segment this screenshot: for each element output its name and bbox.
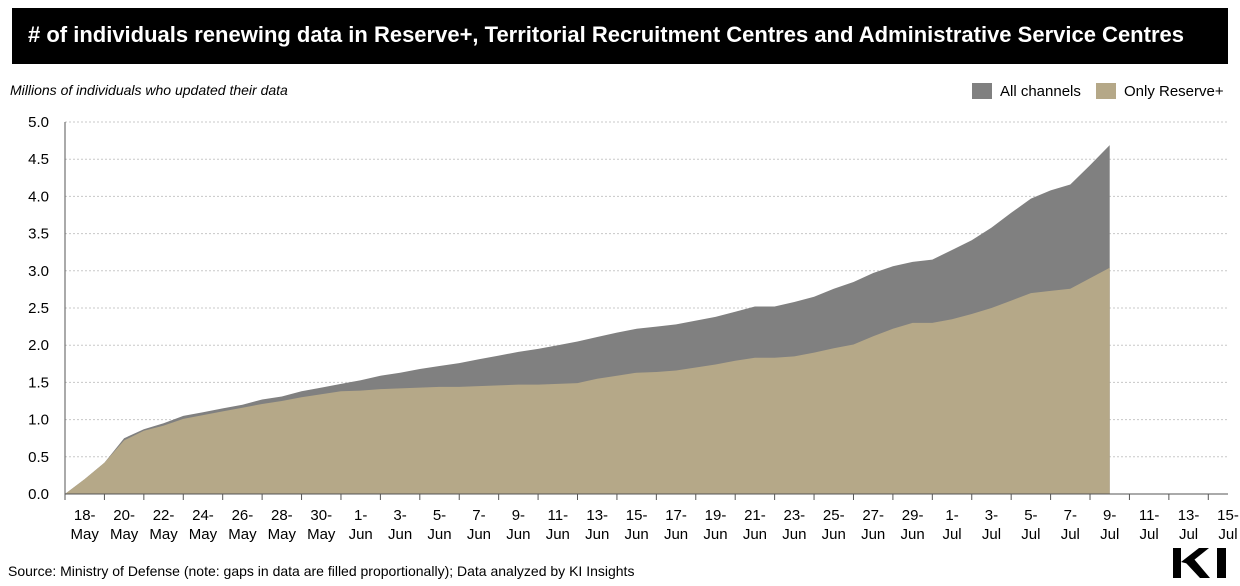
x-tick-label-month: Jun bbox=[546, 526, 570, 543]
x-tick-label-month: Jul bbox=[942, 526, 961, 543]
legend-item-all-channels: All channels bbox=[972, 82, 1081, 100]
x-tick-label-day: 3- bbox=[985, 507, 998, 524]
x-tick-label-month: Jun bbox=[664, 526, 688, 543]
x-tick-label-month: Jun bbox=[703, 526, 727, 543]
x-tick-label-day: 7- bbox=[472, 507, 485, 524]
y-tick-label: 2.5 bbox=[28, 300, 49, 317]
x-tick-label-month: Jun bbox=[585, 526, 609, 543]
x-tick-label-day: 13- bbox=[1178, 507, 1200, 524]
y-tick-label: 3.0 bbox=[28, 263, 49, 280]
x-tick-label-month: Jul bbox=[1140, 526, 1159, 543]
x-tick-label-day: 11- bbox=[548, 507, 569, 524]
x-tick-label-month: Jun bbox=[467, 526, 491, 543]
y-axis-label: Millions of individuals who updated thei… bbox=[10, 82, 288, 98]
x-tick-label-day: 11- bbox=[1139, 507, 1160, 524]
x-tick-label-month: May bbox=[110, 526, 139, 543]
x-tick-label-day: 25- bbox=[823, 507, 845, 524]
y-tick-label: 4.5 bbox=[28, 151, 49, 168]
legend-label-all-channels: All channels bbox=[1000, 82, 1081, 100]
y-tick-label: 0.5 bbox=[28, 449, 49, 466]
x-tick-label-month: Jul bbox=[982, 526, 1001, 543]
x-tick-label-day: 5- bbox=[433, 507, 446, 524]
x-tick-label-day: 7- bbox=[1064, 507, 1077, 524]
x-tick-label-month: May bbox=[228, 526, 257, 543]
x-tick-label-month: May bbox=[71, 526, 100, 543]
y-tick-label: 1.0 bbox=[28, 412, 49, 429]
x-tick-label-month: Jul bbox=[1061, 526, 1080, 543]
y-tick-label: 1.5 bbox=[28, 374, 49, 391]
series-area-only-reserve bbox=[65, 267, 1110, 494]
x-tick-label-day: 1- bbox=[354, 507, 367, 524]
x-tick-label-day: 24- bbox=[192, 507, 214, 524]
y-tick-label: 3.5 bbox=[28, 226, 49, 243]
legend-swatch-all-channels bbox=[972, 83, 992, 99]
legend-swatch-only-reserve bbox=[1096, 83, 1116, 99]
x-tick-label-month: May bbox=[268, 526, 297, 543]
x-tick-label-day: 27- bbox=[862, 507, 884, 524]
x-tick-label-day: 19- bbox=[705, 507, 727, 524]
x-tick-label-day: 13- bbox=[586, 507, 608, 524]
x-tick-label-month: May bbox=[189, 526, 218, 543]
x-tick-label-month: Jun bbox=[427, 526, 451, 543]
x-tick-label-day: 17- bbox=[665, 507, 687, 524]
x-tick-label-month: Jul bbox=[1218, 526, 1237, 543]
x-tick-label-month: Jul bbox=[1179, 526, 1198, 543]
chart-title-bar: # of individuals renewing data in Reserv… bbox=[12, 8, 1228, 64]
x-tick-label-month: Jun bbox=[782, 526, 806, 543]
y-tick-label: 0.0 bbox=[28, 486, 49, 503]
legend-item-only-reserve: Only Reserve+ bbox=[1096, 82, 1224, 100]
x-tick-label-month: May bbox=[307, 526, 336, 543]
x-tick-label-day: 21- bbox=[744, 507, 766, 524]
x-tick-label-month: Jun bbox=[861, 526, 885, 543]
x-tick-label-day: 30- bbox=[310, 507, 332, 524]
x-tick-label-day: 29- bbox=[902, 507, 924, 524]
x-tick-label-day: 23- bbox=[783, 507, 805, 524]
x-tick-label-month: Jul bbox=[1021, 526, 1040, 543]
x-tick-label-day: 9- bbox=[512, 507, 525, 524]
x-tick-label-month: May bbox=[149, 526, 178, 543]
x-tick-label-day: 20- bbox=[113, 507, 135, 524]
chart-title: # of individuals renewing data in Reserv… bbox=[28, 22, 1184, 47]
x-tick-label-month: Jun bbox=[625, 526, 649, 543]
x-tick-label-day: 26- bbox=[232, 507, 254, 524]
x-tick-label-day: 22- bbox=[153, 507, 175, 524]
legend-label-only-reserve: Only Reserve+ bbox=[1124, 82, 1224, 100]
x-tick-label-month: Jun bbox=[388, 526, 412, 543]
x-tick-label-day: 5- bbox=[1024, 507, 1037, 524]
x-tick-label-month: Jun bbox=[901, 526, 925, 543]
x-tick-label-day: 9- bbox=[1103, 507, 1116, 524]
x-tick-label-day: 18- bbox=[74, 507, 96, 524]
source-note: Source: Ministry of Defense (note: gaps … bbox=[8, 563, 635, 579]
ki-logo bbox=[1173, 548, 1226, 578]
x-tick-label-month: Jun bbox=[743, 526, 767, 543]
x-tick-label-month: Jun bbox=[349, 526, 373, 543]
x-tick-label-day: 3- bbox=[393, 507, 406, 524]
x-tick-label-month: Jun bbox=[822, 526, 846, 543]
y-tick-label: 5.0 bbox=[28, 114, 49, 131]
x-tick-label-day: 15- bbox=[1217, 507, 1239, 524]
x-tick-label-month: Jun bbox=[506, 526, 530, 543]
x-tick-label-day: 1- bbox=[945, 507, 958, 524]
x-tick-label-day: 15- bbox=[626, 507, 648, 524]
y-tick-label: 4.0 bbox=[28, 188, 49, 205]
x-tick-label-month: Jul bbox=[1100, 526, 1119, 543]
x-tick-label-day: 28- bbox=[271, 507, 293, 524]
y-tick-label: 2.0 bbox=[28, 337, 49, 354]
